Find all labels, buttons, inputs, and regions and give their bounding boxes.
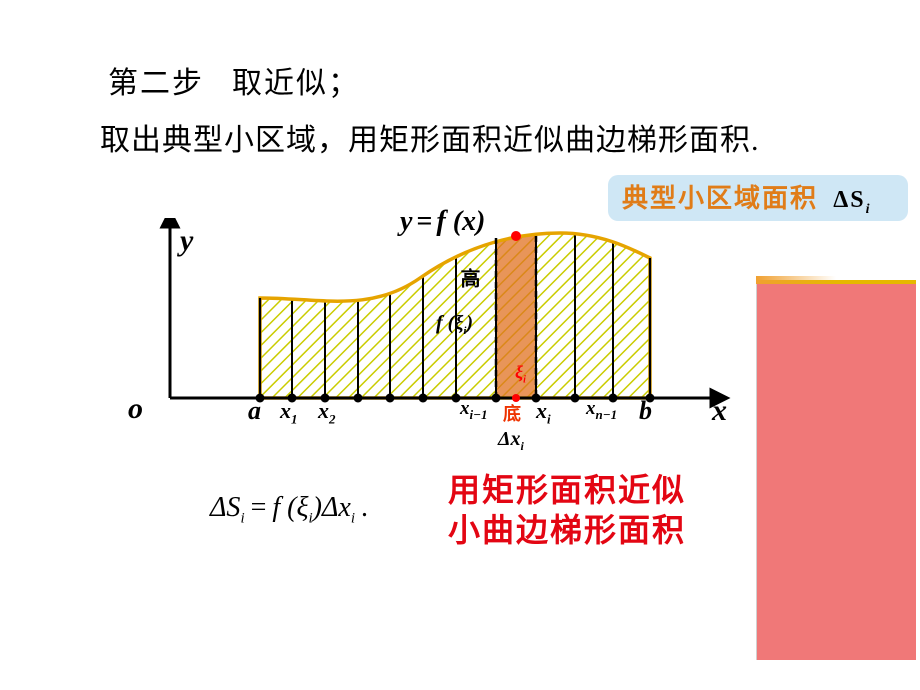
f-xi-label: f (ξi): [436, 312, 473, 337]
callout-typical-area: 典型小区域面积 ΔSi: [608, 175, 908, 221]
step-heading: 第二步取近似；: [108, 58, 360, 102]
step-number: 第二步: [108, 67, 204, 100]
red-line2: 小曲边梯形面积: [448, 510, 686, 550]
xi-point-label: ξi: [515, 362, 526, 386]
tick-xn-minus-1: xn−1: [586, 398, 617, 423]
red-explanation: 用矩形面积近似 小曲边梯形面积: [448, 470, 686, 550]
side-decorative-block: [756, 280, 916, 660]
subheading: 取出典型小区域，用矩形面积近似曲边梯形面积.: [100, 115, 760, 159]
callout-symbol: ΔSi: [833, 187, 871, 213]
tick-xi-minus-1: xi−1: [460, 398, 488, 423]
step-action: 取近似；: [232, 67, 360, 100]
base-label: 底: [503, 400, 521, 426]
slide: 第二步取近似； 取出典型小区域，用矩形面积近似曲边梯形面积. 典型小区域面积 Δ…: [0, 0, 920, 690]
height-label: 高: [454, 268, 483, 288]
tick-x1: x1: [280, 398, 298, 427]
delta-x-i-label: Δxi: [498, 428, 524, 454]
red-line1: 用矩形面积近似: [448, 470, 686, 510]
tick-b: b: [639, 396, 652, 426]
tick-xi: xi: [536, 398, 551, 427]
area-formula: ΔSi=f (ξi)Δxi.: [210, 492, 368, 528]
tick-x2: x2: [318, 398, 336, 427]
tick-a: a: [248, 396, 261, 426]
callout-label: 典型小区域面积: [622, 183, 818, 213]
